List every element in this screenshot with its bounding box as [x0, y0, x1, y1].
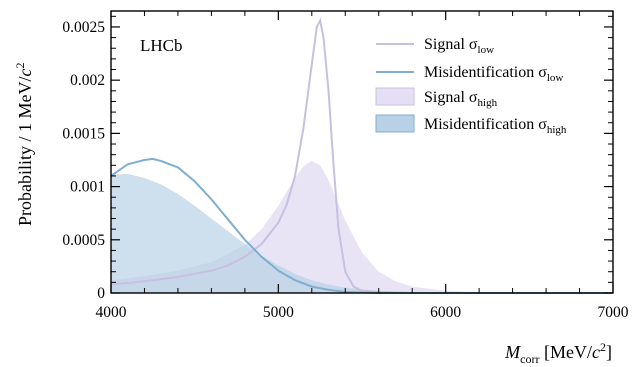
- legend-entry-signal-low: Signal σlow: [424, 36, 494, 56]
- legend-swatch-misid-high: [375, 114, 415, 133]
- series-area-misid-high: [111, 173, 613, 293]
- x-tick-label: 7000: [598, 304, 629, 321]
- legend-entry-misid-high: Misidentification σhigh: [424, 116, 567, 136]
- legend-entry-misid-low: Misidentification σlow: [424, 64, 563, 84]
- series-line-signal-low: [110, 17, 613, 294]
- y-tick-label: 0.0005: [62, 232, 105, 249]
- x-tick-label: 4000: [96, 304, 127, 321]
- x-tick-label: 6000: [430, 304, 461, 321]
- y-tick-label: 0.001: [70, 179, 105, 196]
- experiment-label: LHCb: [140, 36, 183, 55]
- y-tick-label: 0.0015: [62, 125, 105, 142]
- tick-layer: 4000 5000 6000 7000 0 0.0005 0.001 0.0015 0.002 0…: [62, 11, 629, 321]
- legend-swatch-signal-high: [375, 87, 415, 106]
- x-axis-title: Mcorr [MeV/c2]: [504, 340, 612, 366]
- legend: Signal σlow Misidentification σlow Signa…: [375, 36, 567, 136]
- area-layer: [111, 161, 613, 293]
- x-tick-label: 5000: [263, 304, 294, 321]
- plot-frame: [110, 10, 614, 294]
- y-tick-label: 0.002: [70, 72, 105, 89]
- y-tick-label: 0: [97, 285, 105, 302]
- y-axis-title: Probability / 1 MeV/c2: [13, 63, 35, 227]
- y-tick-label: 0.0025: [62, 19, 105, 36]
- legend-entry-signal-high: Signal σhigh: [424, 89, 498, 109]
